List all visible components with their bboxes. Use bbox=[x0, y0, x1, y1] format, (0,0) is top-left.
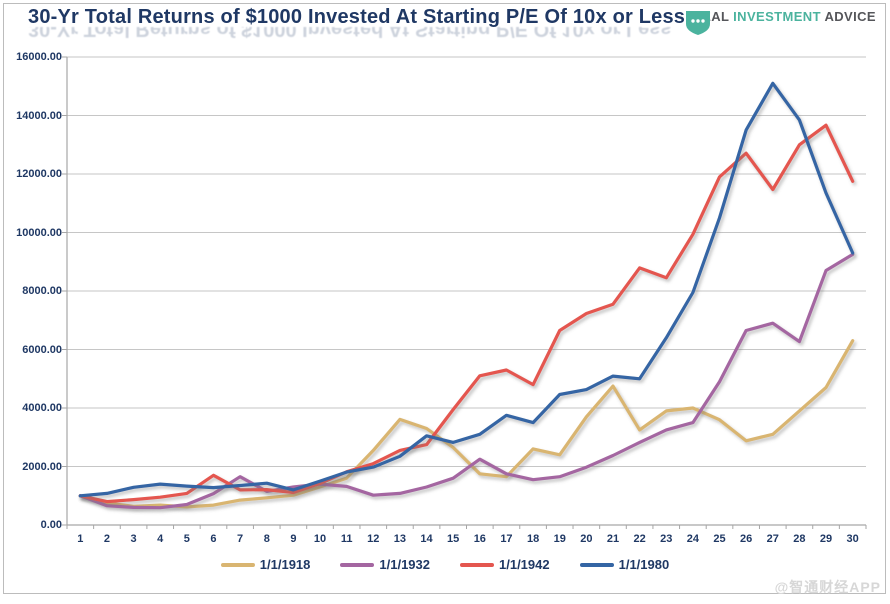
x-axis-label: 15 bbox=[447, 533, 460, 545]
x-axis-label: 6 bbox=[210, 533, 217, 545]
x-axis-label: 4 bbox=[157, 533, 164, 545]
ria-logo: REAL INVESTMENT ADVICE bbox=[685, 9, 876, 35]
x-axis-label: 8 bbox=[263, 533, 270, 545]
x-axis-label: 20 bbox=[580, 533, 593, 545]
x-axis-label: 7 bbox=[237, 533, 244, 545]
x-axis-label: 23 bbox=[660, 533, 673, 545]
legend-swatch-icon bbox=[579, 562, 614, 567]
legend-label: 1/1/1918 bbox=[259, 557, 311, 572]
y-axis-label: 6000.00 bbox=[22, 343, 62, 356]
y-axis-label: 4000.00 bbox=[22, 402, 62, 414]
legend-label: 1/1/1980 bbox=[618, 557, 670, 572]
y-axis-label: 2000.00 bbox=[22, 460, 62, 473]
y-axis-label: 10000.00 bbox=[16, 226, 62, 239]
x-axis-label: 3 bbox=[130, 533, 137, 545]
x-axis-label: 21 bbox=[606, 533, 620, 545]
series-line-1-1-1918 bbox=[78, 339, 855, 509]
legend-item-1-1-1932: 1/1/1932 bbox=[340, 557, 430, 572]
y-axis-label: 8000.00 bbox=[22, 285, 62, 297]
x-axis-label: 5 bbox=[183, 533, 190, 545]
legend-item-1-1-1980: 1/1/1980 bbox=[579, 557, 670, 572]
y-axis-label: 12000.00 bbox=[16, 168, 62, 180]
x-axis-label: 12 bbox=[367, 533, 380, 545]
series-line-1-1-1932 bbox=[78, 252, 855, 510]
watermark: @智通财经APP bbox=[774, 579, 881, 595]
y-axis-label: 16000.00 bbox=[16, 51, 62, 63]
page-title: 30-Yr Total Returns of $1000 Invested At… bbox=[28, 6, 686, 28]
x-axis-label: 1 bbox=[77, 533, 84, 545]
legend-item-1-1-1942: 1/1/1942 bbox=[460, 557, 550, 572]
x-axis-label: 18 bbox=[526, 533, 540, 545]
x-axis-label: 27 bbox=[766, 533, 779, 545]
logo-word-advice: ADVICE bbox=[824, 9, 876, 24]
y-axis-label: 0.00 bbox=[40, 519, 62, 531]
x-axis-label: 25 bbox=[713, 533, 726, 545]
legend-swatch-icon bbox=[460, 562, 494, 567]
y-axis-label: 14000.00 bbox=[16, 109, 62, 122]
x-axis-label: 30 bbox=[846, 533, 859, 545]
x-axis-label: 16 bbox=[473, 533, 486, 545]
x-axis-label: 26 bbox=[740, 533, 753, 545]
legend: 1/1/1918 1/1/1932 1/1/1942 1/1/1980 bbox=[0, 557, 890, 572]
x-axis-label: 29 bbox=[819, 533, 833, 545]
series-line-1-1-1942 bbox=[78, 123, 855, 504]
x-axis-label: 24 bbox=[686, 533, 699, 545]
x-axis-label: 14 bbox=[420, 533, 433, 545]
x-axis-label: 17 bbox=[500, 533, 513, 545]
x-axis-label: 19 bbox=[553, 533, 566, 545]
legend-label: 1/1/1932 bbox=[379, 557, 430, 572]
x-axis-label: 9 bbox=[290, 533, 297, 545]
x-axis-label: 28 bbox=[793, 533, 806, 545]
x-axis-label: 22 bbox=[633, 533, 646, 545]
x-axis-label: 2 bbox=[103, 533, 110, 545]
logo-word-investment: INVESTMENT bbox=[733, 9, 821, 24]
x-axis-label: 13 bbox=[393, 533, 407, 545]
legend-label: 1/1/1942 bbox=[499, 557, 550, 572]
legend-swatch-icon bbox=[340, 562, 375, 567]
series-line-1-1-1980 bbox=[78, 81, 855, 498]
header: 30-Yr Total Returns of $1000 Invested At… bbox=[28, 6, 686, 40]
legend-item-1-1-1918: 1/1/1918 bbox=[220, 557, 311, 572]
x-axis-label: 11 bbox=[340, 533, 353, 545]
x-axis-label: 10 bbox=[313, 533, 327, 545]
legend-swatch-icon bbox=[220, 562, 255, 567]
